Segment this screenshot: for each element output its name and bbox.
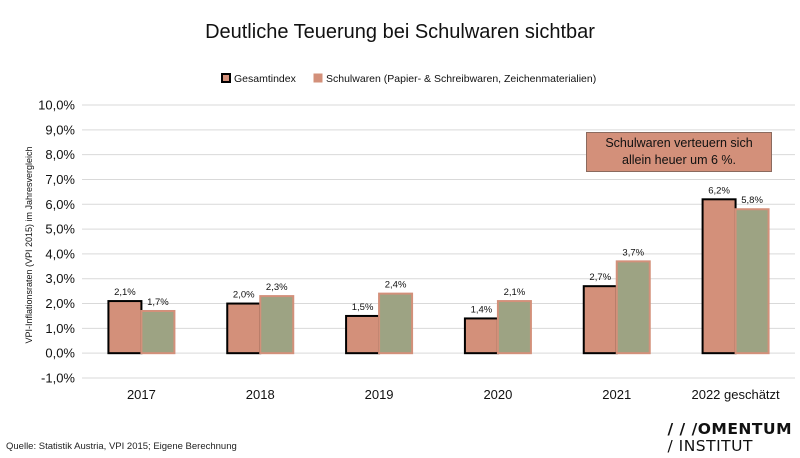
legend-swatch-gesamtindex: [221, 73, 231, 83]
logo-line-2: / INSTITUT: [667, 437, 753, 455]
bar-schulwaren: [259, 295, 295, 355]
y-axis-ticks: -1,0% 0,0% 1,0% 2,0% 3,0% 4,0% 5,0% 6,0% 7,0% 8,0…: [38, 98, 75, 386]
bar-gesamtindex: [582, 285, 618, 355]
data-label-gesamtindex: 6,2%: [708, 185, 730, 196]
x-category-label: 2022 geschätzt: [691, 387, 780, 402]
data-label-gesamtindex: 2,0%: [233, 290, 255, 301]
legend-swatch-schulwaren: [313, 73, 323, 83]
data-label-gesamtindex: 1,5%: [352, 302, 374, 313]
y-tick-label: 3,0%: [45, 271, 75, 286]
momentum-institut-logo: / / /OMENTUM / INSTITUT: [667, 421, 792, 455]
y-tick-label: 2,0%: [45, 296, 75, 311]
y-tick-label: -1,0%: [41, 371, 75, 386]
chart-title: Deutliche Teuerung bei Schulwaren sichtb…: [205, 21, 595, 43]
y-tick-label: 0,0%: [45, 346, 75, 361]
y-axis-label: VPI-Inflationsraten (VPI 2015) im Jahres…: [24, 146, 34, 343]
y-tick-label: 8,0%: [45, 147, 75, 162]
legend-label-schulwaren: Schulwaren (Papier- & Schreibwaren, Zeic…: [326, 73, 596, 85]
logo-line-1: / / /OMENTUM: [667, 420, 792, 438]
bar-gesamtindex: [107, 300, 143, 355]
x-axis-categories: 2017 2018 2019 2020 2021 2022 geschätzt: [127, 387, 780, 402]
data-labels: 2,1% 1,7% 2,0% 2,3% 1,5% 2,4% 1,4% 2,1% 2,7% 3,7%…: [114, 185, 763, 315]
y-tick-label: 5,0%: [45, 222, 75, 237]
data-label-schulwaren: 2,4%: [385, 280, 407, 291]
source-note: Quelle: Statistik Austria, VPI 2015; Eig…: [6, 441, 237, 452]
x-category-label: 2017: [127, 387, 156, 402]
y-tick-label: 4,0%: [45, 246, 75, 261]
y-tick-label: 10,0%: [38, 98, 75, 113]
bar-gesamtindex: [226, 302, 262, 355]
bar-gesamtindex: [345, 314, 381, 355]
legend: Gesamtindex Schulwaren (Papier- & Schrei…: [221, 73, 596, 85]
x-category-label: 2019: [365, 387, 394, 402]
bars: [107, 198, 770, 355]
data-label-schulwaren: 1,7%: [147, 297, 169, 308]
bar-schulwaren: [734, 208, 770, 355]
bar-schulwaren: [615, 260, 651, 355]
data-label-gesamtindex: 1,4%: [471, 304, 493, 315]
bar-gesamtindex: [463, 317, 499, 355]
legend-label-gesamtindex: Gesamtindex: [234, 73, 297, 85]
x-category-label: 2018: [246, 387, 275, 402]
bar-schulwaren: [140, 309, 176, 355]
y-tick-label: 7,0%: [45, 172, 75, 187]
data-label-schulwaren: 2,1%: [504, 287, 526, 298]
y-tick-label: 9,0%: [45, 122, 75, 137]
x-category-label: 2021: [602, 387, 631, 402]
annotation-callout: Schulwaren verteuern sich allein heuer u…: [586, 132, 772, 172]
data-label-schulwaren: 2,3%: [266, 282, 288, 293]
data-label-gesamtindex: 2,7%: [589, 272, 611, 283]
y-tick-label: 6,0%: [45, 197, 75, 212]
data-label-gesamtindex: 2,1%: [114, 287, 136, 298]
bar-gesamtindex: [701, 198, 737, 355]
bar-schulwaren: [496, 300, 532, 355]
y-tick-label: 1,0%: [45, 321, 75, 336]
bar-schulwaren: [378, 292, 414, 355]
data-label-schulwaren: 5,8%: [741, 195, 763, 206]
x-category-label: 2020: [483, 387, 512, 402]
data-label-schulwaren: 3,7%: [622, 247, 644, 258]
